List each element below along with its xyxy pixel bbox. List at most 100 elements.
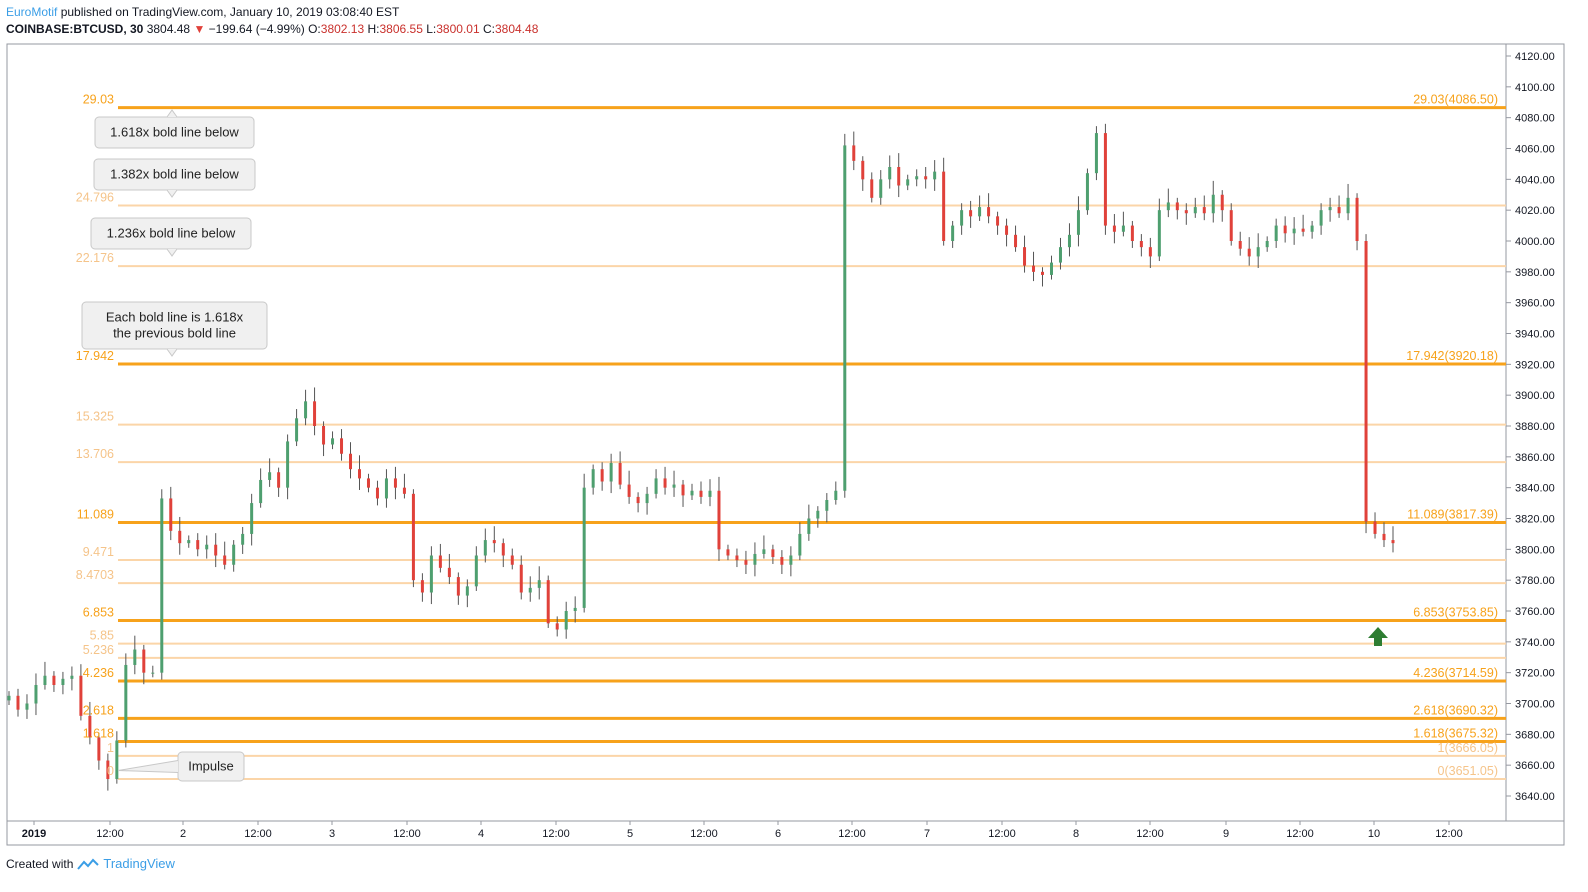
candle-body <box>411 493 415 581</box>
candle-body <box>717 490 721 550</box>
candle-body <box>223 555 227 565</box>
candle-body <box>1247 248 1251 257</box>
candle-body <box>1256 247 1260 257</box>
candle-body <box>744 560 748 565</box>
y-tick-label: 3840.00 <box>1515 483 1555 495</box>
candle-body <box>1041 271 1045 275</box>
x-tick-label: 12:00 <box>393 828 421 840</box>
callout-tail <box>166 189 178 198</box>
author-link[interactable]: EuroMotif <box>6 5 58 19</box>
down-triangle-icon: ▼ <box>193 22 206 36</box>
candle-body <box>349 453 353 470</box>
x-tick-label: 9 <box>1223 828 1229 840</box>
candle-body <box>1175 202 1179 211</box>
candle-body <box>816 510 820 519</box>
candle-body <box>1166 202 1170 211</box>
candle-body <box>960 210 964 226</box>
candle-body <box>214 544 218 556</box>
x-tick-label: 2 <box>180 828 186 840</box>
candle-body <box>537 580 541 588</box>
y-tick-label: 3920.00 <box>1515 359 1555 371</box>
candle-body <box>843 145 847 491</box>
candle-body <box>609 463 613 482</box>
x-tick-label: 12:00 <box>1286 828 1314 840</box>
y-tick-label: 3860.00 <box>1515 452 1555 464</box>
candle-body <box>996 216 1000 226</box>
candle-body <box>726 549 730 556</box>
candle-body <box>1121 225 1125 232</box>
low-value: 3800.01 <box>436 22 480 36</box>
callout-text: 1.382x bold line below <box>110 167 239 182</box>
candle-body <box>196 540 200 550</box>
open-label: O: <box>308 22 321 36</box>
x-tick-label: 12:00 <box>1435 828 1463 840</box>
candle-body <box>169 498 173 531</box>
x-tick-label: 12:00 <box>988 828 1016 840</box>
candle-body <box>1373 521 1377 534</box>
candle-body <box>232 544 236 565</box>
x-tick-label: 12:00 <box>1136 828 1164 840</box>
candle-body <box>789 555 793 565</box>
fib-level-label: 24.796 <box>76 191 114 205</box>
fib-price-label: 1.618(3675.32) <box>1413 727 1498 741</box>
candle-body <box>870 179 874 198</box>
fib-price-label: 0(3651.05) <box>1438 764 1498 778</box>
candle-body <box>79 675 83 716</box>
y-tick-label: 3760.00 <box>1515 606 1555 618</box>
candle-body <box>1148 247 1152 257</box>
fib-level-label: 2.618 <box>83 703 114 717</box>
y-tick-label: 4000.00 <box>1515 236 1555 248</box>
candle-body <box>250 503 254 534</box>
candle-body <box>771 549 775 558</box>
tradingview-brand[interactable]: TradingView <box>103 856 175 871</box>
candle-body <box>1157 210 1161 257</box>
y-tick-label: 3820.00 <box>1515 514 1555 526</box>
candle-body <box>672 484 676 488</box>
fib-level-label: 29.03 <box>83 93 114 107</box>
x-tick-label: 4 <box>478 828 484 840</box>
candle-body <box>987 207 991 217</box>
candle-body <box>528 587 532 593</box>
candle-body <box>798 533 802 556</box>
candle-body <box>753 553 757 565</box>
candle-body <box>1058 247 1062 263</box>
candle-body <box>124 664 128 741</box>
candle-body <box>43 675 47 685</box>
candle-body <box>34 685 38 704</box>
fib-level-label: 1.618 <box>83 727 114 741</box>
candle-body <box>1014 234 1018 248</box>
candle-body <box>1139 241 1143 248</box>
candle-body <box>1094 133 1098 174</box>
candle-body <box>375 487 379 499</box>
candle-body <box>277 472 281 488</box>
candle-body <box>1391 540 1395 544</box>
fib-level-label: 9.471 <box>83 545 114 559</box>
candle-body <box>1238 241 1242 249</box>
candle-body <box>241 533 245 545</box>
candle-body <box>259 479 263 504</box>
up-arrow-icon <box>1368 627 1388 646</box>
candle-body <box>1184 210 1188 214</box>
tradingview-logo-icon <box>77 858 100 870</box>
candle-body <box>636 496 640 504</box>
candle-body <box>762 549 766 554</box>
fib-level-label: 4.236 <box>83 666 114 680</box>
x-tick-label: 3 <box>329 828 335 840</box>
callout-text: 1.236x bold line below <box>107 226 236 241</box>
candle-body <box>205 544 209 550</box>
candle-body <box>1364 241 1368 522</box>
candle-body <box>1103 133 1107 226</box>
x-tick-label: 12:00 <box>96 828 124 840</box>
fib-level-label: 5.236 <box>83 643 114 657</box>
x-tick-label: 8 <box>1073 828 1079 840</box>
candle-body <box>735 555 739 561</box>
x-tick-label: 12:00 <box>542 828 570 840</box>
candle-body <box>1085 173 1089 211</box>
candle-body <box>313 401 317 426</box>
fib-level-label: 5.85 <box>90 629 114 643</box>
fib-level-label: 22.176 <box>76 251 114 265</box>
callout-1382: 1.382x bold line below <box>93 158 256 198</box>
fib-level-label: 6.853 <box>83 605 114 619</box>
callout-text: the previous bold line <box>113 325 236 340</box>
